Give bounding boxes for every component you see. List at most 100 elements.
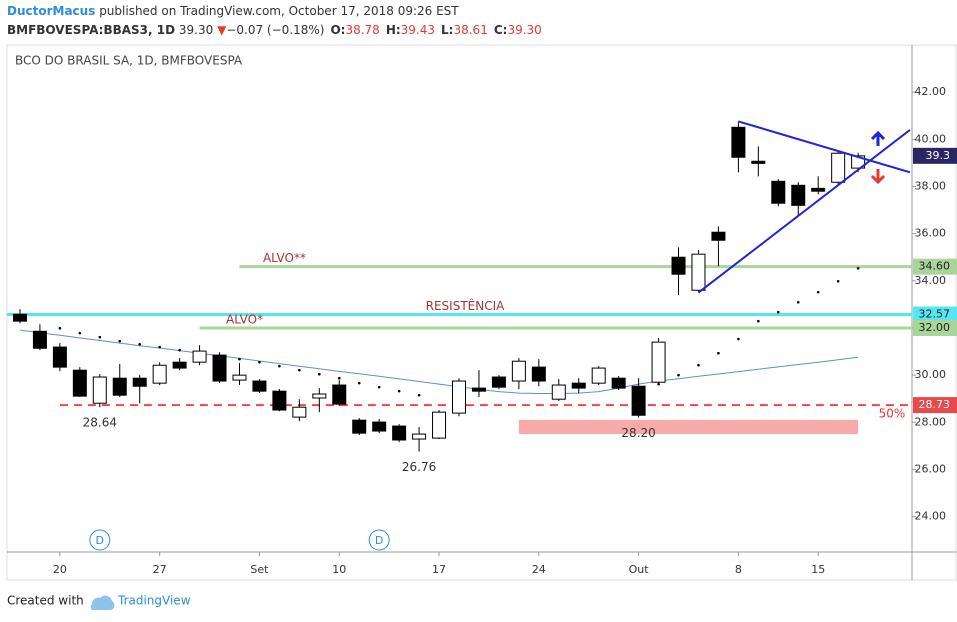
- candle-body: [232, 374, 247, 381]
- x-tick-label: 15: [811, 563, 825, 576]
- level-label: ALVO*: [226, 312, 263, 326]
- candle-body: [691, 253, 706, 291]
- candle-body: [412, 433, 427, 440]
- event-marker: [368, 529, 390, 551]
- ohlc-value: 39.43: [401, 23, 435, 37]
- chart-title: BCO DO BRASIL SA, 1D, BMFBOVESPA: [15, 54, 243, 68]
- candle-body: [671, 256, 686, 275]
- sar-dot: [677, 373, 680, 377]
- candle-body: [332, 384, 347, 405]
- trend-line: [697, 129, 911, 294]
- x-tick-label: 20: [53, 563, 67, 576]
- candle-body: [491, 376, 506, 388]
- sar-dot: [717, 351, 720, 355]
- candle-body: [372, 421, 387, 432]
- candle-body: [471, 387, 486, 392]
- sar-dot: [178, 348, 181, 352]
- x-tick-label: 8: [735, 563, 742, 576]
- candle-body: [711, 231, 726, 241]
- published: published on TradingView.com, October 17…: [99, 4, 459, 18]
- footer-brand[interactable]: TradingView: [117, 594, 191, 608]
- candle-body: [192, 350, 207, 363]
- plot: [7, 120, 912, 452]
- candle-body: [92, 376, 107, 404]
- sar-dot: [796, 300, 800, 304]
- candle-body: [791, 184, 806, 206]
- sar-dot: [836, 279, 840, 283]
- header-line: DuctorMacus published on TradingView.com…: [7, 4, 459, 18]
- sar-dot: [856, 267, 860, 270]
- sar-dot: [78, 331, 82, 335]
- candle-body: [352, 419, 367, 434]
- candle-body: [312, 393, 327, 399]
- candle-body: [751, 160, 766, 164]
- sar-dot: [318, 372, 321, 376]
- price-badge-label: 28.73: [919, 398, 951, 411]
- candle-body: [152, 364, 167, 384]
- sar-dot: [816, 290, 820, 294]
- price-badge-label: 32.00: [919, 321, 951, 334]
- trend-line: [738, 120, 911, 174]
- sar-dot: [397, 389, 401, 393]
- y-tick-label: 24.00: [915, 510, 947, 523]
- level-label: 50%: [879, 407, 906, 421]
- price: 39.30: [179, 23, 213, 37]
- candle-body: [252, 380, 267, 392]
- symbol: BMFBOVESPA:BBAS3, 1D: [7, 23, 175, 37]
- change: −0.07 (−0.18%): [226, 23, 324, 37]
- last-price-label: 39.3: [926, 149, 951, 162]
- candle-body: [731, 126, 746, 158]
- x-tick-label: 24: [532, 563, 546, 576]
- y-tick-label: 28.00: [915, 415, 947, 428]
- candle-body: [811, 187, 826, 192]
- ohlc-key: O:: [330, 23, 345, 37]
- zone: [518, 419, 859, 435]
- level-label: ALVO**: [263, 251, 306, 265]
- candle-body: [591, 367, 606, 384]
- low-label: 26.76: [402, 460, 436, 474]
- price-badge-label: 32.57: [919, 308, 951, 321]
- x-tick-label: Set: [250, 563, 269, 576]
- candle-body: [272, 390, 287, 411]
- price-badge-label: 34.60: [919, 260, 951, 273]
- y-tick-label: 34.00: [915, 274, 947, 287]
- event-label: D: [96, 534, 104, 547]
- candle-body: [172, 361, 187, 369]
- event-marker: [89, 529, 111, 551]
- candle-body: [452, 380, 467, 414]
- candle-body: [611, 377, 626, 389]
- price-badge: [913, 397, 957, 414]
- candle-body: [771, 180, 786, 204]
- price-badge: [913, 319, 957, 336]
- sar-dot: [118, 339, 122, 343]
- ohlc-key: H:: [386, 23, 401, 37]
- candle-body: [571, 382, 586, 389]
- x-tick-label: 27: [153, 563, 167, 576]
- sar-dot: [776, 310, 780, 314]
- sar-dot: [58, 326, 62, 330]
- price-badge: [913, 306, 957, 323]
- candle-body: [531, 366, 546, 382]
- sar-dot: [377, 385, 381, 389]
- level-label: RESISTÊNCIA: [426, 298, 506, 313]
- sar-dot: [278, 364, 281, 368]
- event-label: D: [375, 534, 383, 547]
- y-tick-label: 36.00: [915, 227, 947, 240]
- candle-body: [52, 346, 67, 368]
- candle-body: [551, 384, 566, 400]
- author[interactable]: DuctorMacus: [7, 4, 95, 18]
- y-tick-label: 40.00: [915, 132, 947, 145]
- change-arrow: ▼: [217, 23, 227, 37]
- sar-dot: [697, 363, 700, 367]
- candle-body: [392, 425, 407, 441]
- footer-created: Created with: [7, 594, 84, 608]
- y-tick-label: 30.00: [915, 368, 947, 381]
- candle-body: [631, 385, 646, 416]
- candle-body: [72, 369, 87, 397]
- sar-dot: [258, 360, 261, 364]
- sar-dot: [417, 393, 421, 397]
- candle-body: [292, 406, 307, 418]
- price-badge: [913, 258, 957, 275]
